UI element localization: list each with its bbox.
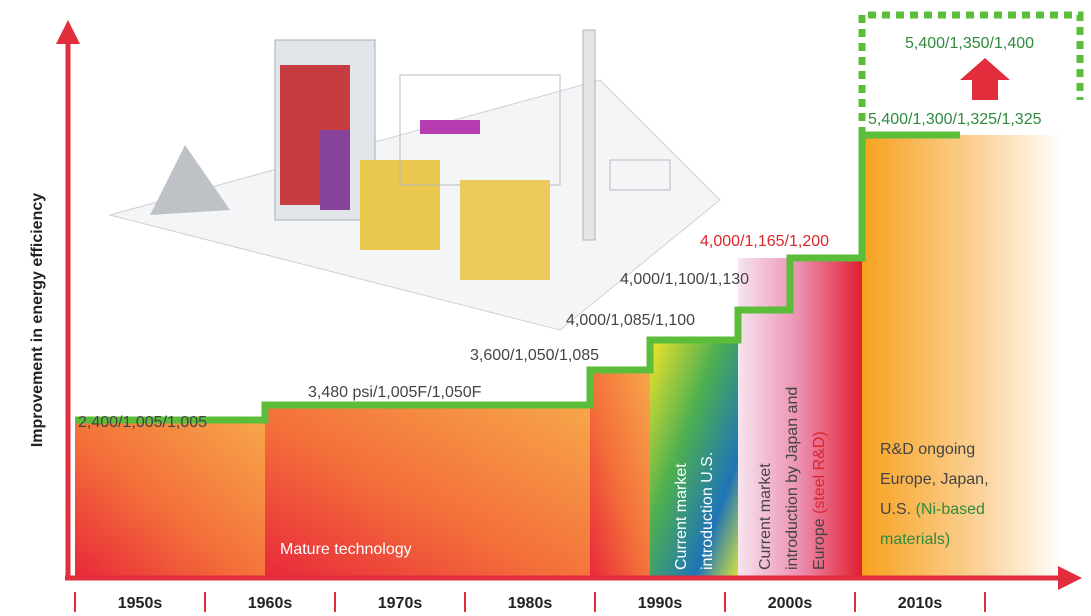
region-highlight: materials) bbox=[880, 531, 950, 548]
decade-label: 1990s bbox=[638, 595, 683, 612]
region-label: Europe bbox=[811, 518, 828, 570]
up-arrow bbox=[960, 58, 1010, 100]
y-axis-label: Improvement in energy efficiency bbox=[29, 193, 46, 447]
decade-label: 2010s bbox=[898, 595, 943, 612]
step-label: 4,000/1,165/1,200 bbox=[700, 233, 829, 250]
region-label: introduction by Japan and bbox=[784, 387, 801, 570]
region-label: introduction U.S. bbox=[699, 452, 716, 570]
decade-label: 1970s bbox=[378, 595, 423, 612]
page: Improvement in energy efficiency 2,400/1… bbox=[0, 0, 1091, 616]
region-label: Mature technology bbox=[280, 541, 412, 558]
region-label: Europe (steel R&D) bbox=[811, 431, 828, 570]
step-label: 3,600/1,050/1,085 bbox=[470, 347, 599, 364]
decade-label: 1960s bbox=[248, 595, 293, 612]
mature-region bbox=[590, 370, 650, 578]
region-highlight: (Ni-based bbox=[916, 501, 985, 518]
x-axis-arrow bbox=[1058, 566, 1082, 590]
region-label: U.S. bbox=[880, 501, 911, 518]
region-highlight: (steel R&D) bbox=[811, 431, 828, 514]
region-label: Europe, Japan, bbox=[880, 471, 989, 488]
decade-label: 1980s bbox=[508, 595, 553, 612]
decade-label: 1950s bbox=[118, 595, 163, 612]
region-label: Current market bbox=[757, 463, 774, 570]
step-label: 4,000/1,100/1,130 bbox=[620, 271, 749, 288]
region-label: U.S. (Ni-based bbox=[880, 501, 985, 518]
y-axis-arrow bbox=[56, 20, 80, 44]
step-label: 3,480 psi/1,005F/1,050F bbox=[308, 384, 482, 401]
region-label: R&D ongoing bbox=[880, 441, 975, 458]
diagram: Improvement in energy efficiency 2,400/1… bbox=[0, 0, 1091, 616]
step-label: 2,400/1,005/1,005 bbox=[78, 414, 207, 431]
decade-label: 2000s bbox=[768, 595, 813, 612]
target-label: 5,400/1,350/1,400 bbox=[905, 35, 1034, 52]
step-label: 4,000/1,085/1,100 bbox=[566, 312, 695, 329]
mature-region bbox=[75, 420, 265, 578]
us-region bbox=[650, 340, 738, 578]
region-label: Current market bbox=[673, 463, 690, 570]
step-label: 5,400/1,300/1,325/1,325 bbox=[868, 111, 1042, 128]
